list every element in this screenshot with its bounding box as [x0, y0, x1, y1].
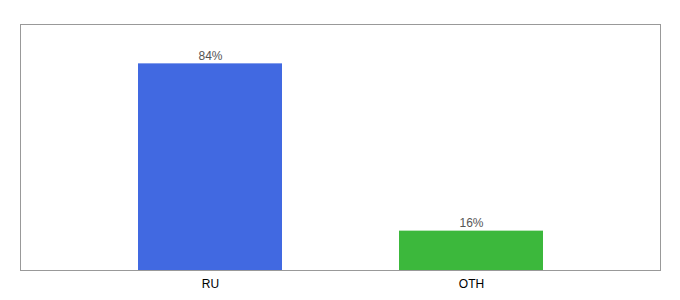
svg-text:84%: 84%	[198, 49, 222, 63]
svg-text:OTH: OTH	[459, 277, 484, 291]
svg-text:RU: RU	[202, 277, 219, 291]
svg-text:16%: 16%	[459, 216, 483, 230]
